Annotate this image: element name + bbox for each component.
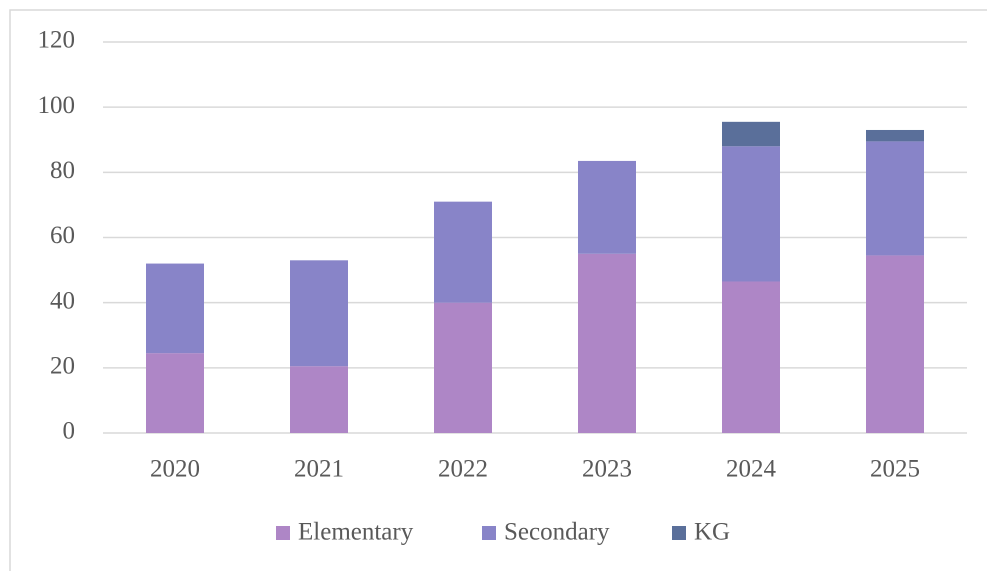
legend-label: Secondary — [504, 519, 610, 546]
bar-segment — [146, 353, 204, 433]
x-tick-label: 2024 — [726, 456, 777, 483]
legend-swatch — [482, 526, 496, 540]
y-tick-label: 80 — [50, 157, 75, 184]
legend-swatch — [672, 526, 686, 540]
y-tick-label: 120 — [38, 27, 76, 54]
legend-label: Elementary — [298, 519, 414, 546]
y-tick-label: 60 — [50, 222, 75, 249]
y-tick-label: 0 — [63, 418, 76, 445]
bar-segment — [866, 129, 924, 142]
x-tick-label: 2023 — [582, 456, 632, 483]
legend-label: KG — [694, 519, 730, 546]
bar-segment — [578, 253, 636, 433]
bar-segment — [146, 263, 204, 354]
x-tick-label: 2020 — [150, 456, 200, 483]
x-tick-label: 2021 — [294, 456, 344, 483]
legend-swatch — [276, 526, 290, 540]
y-tick-label: 40 — [50, 287, 75, 314]
bar-segment — [722, 121, 780, 147]
bar-segment — [722, 281, 780, 433]
bar-segment — [434, 302, 492, 433]
y-tick-label: 100 — [38, 92, 76, 119]
y-tick-label: 20 — [50, 353, 75, 380]
x-tick-label: 2022 — [438, 456, 488, 483]
bar-segment — [722, 146, 780, 282]
x-tick-label: 2025 — [870, 456, 920, 483]
bar-segment — [434, 201, 492, 303]
chart-frame — [9, 9, 987, 571]
bar-segment — [578, 160, 636, 254]
bar-segment — [290, 260, 348, 367]
bar-segment — [290, 366, 348, 433]
bar-segment — [866, 141, 924, 256]
bar-segment — [866, 255, 924, 433]
